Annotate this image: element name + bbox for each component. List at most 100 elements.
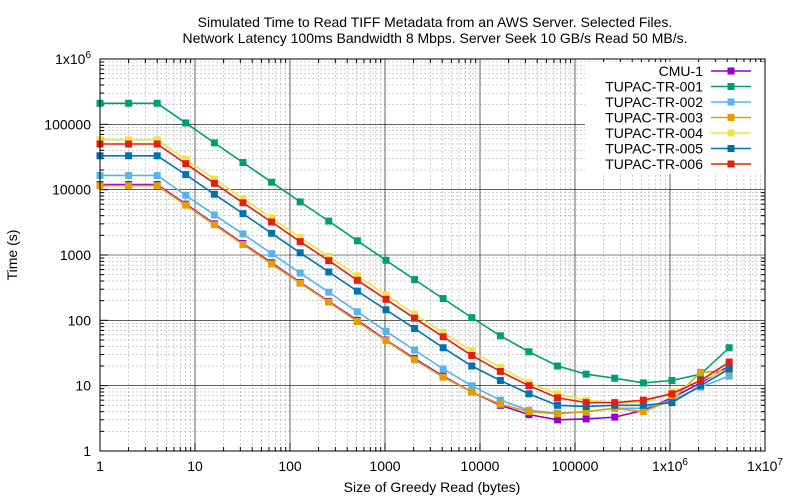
data-point [153,171,161,179]
data-point [411,310,419,318]
data-point [668,399,676,407]
data-point [210,179,218,187]
data-point [182,201,190,209]
data-point [210,211,218,219]
data-point [268,250,276,258]
x-tick-label: 100000 [552,458,599,474]
data-point [353,237,361,245]
data-point [468,347,476,355]
data-point [296,234,304,242]
data-point [468,351,476,359]
axis-ticks: 1 10 100 1000 10000 100000 1x106 1x107 1 10 100 100… [44,50,783,474]
data-point [153,182,161,190]
data-point [125,152,133,160]
data-point [325,268,333,276]
data-point [496,367,504,375]
data-point [439,329,447,337]
data-point [153,152,161,160]
grid [99,58,766,452]
legend-item: TUPAC-TR-004 [605,125,751,141]
data-point [525,390,533,398]
data-point [411,356,419,364]
y-tick-label: 10000 [52,182,91,198]
data-point [525,382,533,390]
data-point [182,171,190,179]
data-point [611,399,619,407]
legend-swatch-marker [727,160,735,168]
data-point [353,287,361,295]
data-point [697,368,705,376]
data-point [239,195,247,203]
data-point [182,160,190,168]
x-tick-label: 1000 [369,458,400,474]
data-point [668,376,676,384]
data-point [210,221,218,229]
data-point [125,182,133,190]
data-point [554,401,562,409]
legend-swatch-marker [727,145,735,152]
data-point [554,416,562,424]
data-point [353,272,361,280]
data-point [182,191,190,199]
data-point [582,370,590,378]
data-point [639,379,647,387]
data-point [296,198,304,206]
data-point [239,199,247,207]
data-point [268,260,276,268]
data-point [697,382,705,390]
data-point [411,276,419,284]
series-tupac-tr-003 [96,182,733,418]
series-tupac-tr-001 [96,99,733,387]
data-point [125,140,133,148]
data-point [268,178,276,186]
data-point [411,346,419,354]
legend-item: TUPAC-TR-005 [605,141,751,157]
data-point [725,344,733,352]
plot-frame [99,58,766,452]
legend-item: TUPAC-TR-003 [605,110,751,126]
data-point [611,374,619,382]
data-point [382,291,390,299]
y-tick-label: 1000 [60,247,91,263]
data-point [125,99,133,107]
data-point [639,401,647,409]
data-point [496,363,504,371]
data-point [411,324,419,332]
x-tick-label: 1x106 [652,457,688,474]
legend-swatch-marker [727,83,735,90]
data-point [496,332,504,340]
legend-label: TUPAC-TR-006 [605,156,703,172]
data-point [439,295,447,303]
data-point [325,217,333,225]
y-tick-label: 100000 [44,116,91,132]
data-point [296,279,304,287]
data-point [439,333,447,341]
data-point [582,402,590,410]
data-point [125,136,133,144]
data-point [554,394,562,402]
data-point [496,376,504,384]
data-point [239,240,247,248]
data-point [382,295,390,303]
data-point [239,210,247,218]
data-point [468,362,476,370]
data-point [210,139,218,147]
data-point [554,362,562,370]
data-point [496,396,504,404]
data-point [525,408,533,416]
x-tick-label: 1x107 [747,457,783,474]
legend-swatch-marker [727,67,735,75]
y-axis-label: Time (s) [4,230,20,281]
data-point [325,257,333,265]
data-point [153,140,161,148]
data-point [239,159,247,167]
data-point [268,229,276,237]
series-tupac-tr-006 [96,140,733,407]
legend-swatch-marker [727,129,735,137]
y-tick-label: 100 [68,312,92,328]
data-point [496,400,504,408]
data-point [325,298,333,306]
data-point [382,256,390,264]
legend-label: CMU-1 [659,63,704,79]
